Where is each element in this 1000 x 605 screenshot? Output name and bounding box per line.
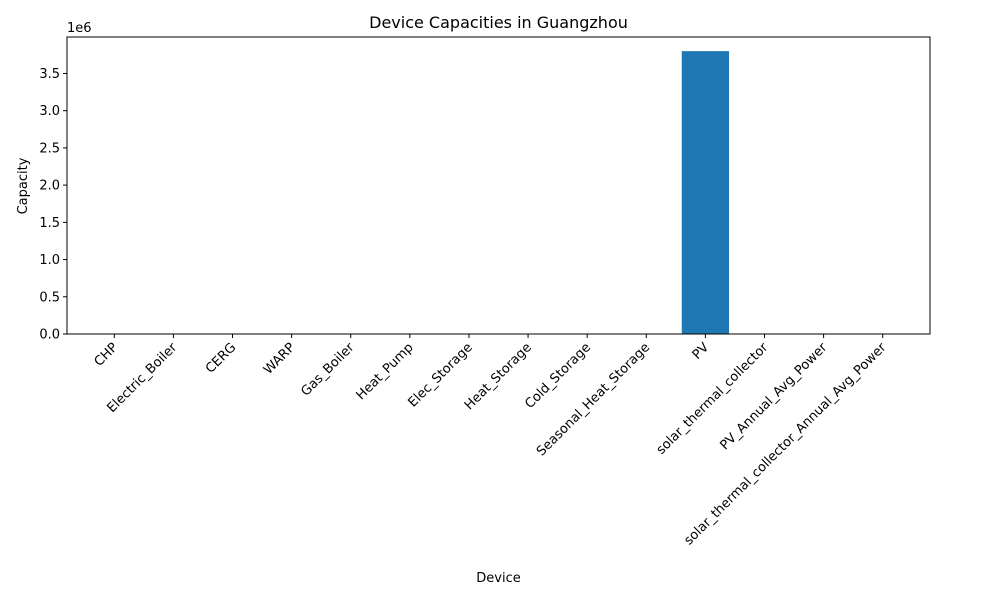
y-tick-label: 2.5 — [39, 141, 60, 156]
y-axis-ticks: 0.0 0.5 1.0 1.5 2.0 2.5 3.0 3.5 — [39, 67, 67, 343]
y-tick-label: 0.5 — [39, 290, 60, 305]
y-tick-label: 2.0 — [39, 179, 60, 194]
y-tick-label: 3.5 — [39, 67, 60, 82]
y-axis-label: Capacity — [16, 157, 31, 214]
bars-group — [681, 51, 730, 335]
y-axis-offset-label: 1e6 — [67, 21, 92, 36]
y-tick-label: 0.0 — [39, 328, 60, 343]
x-axis-label: Device — [476, 571, 520, 586]
y-tick-label: 1.0 — [39, 253, 60, 268]
bar-pv — [681, 51, 730, 335]
chart-title: Device Capacities in Guangzhou — [369, 13, 628, 32]
y-tick-label: 3.0 — [39, 104, 60, 119]
y-tick-label: 1.5 — [39, 216, 60, 231]
plot-frame — [66, 36, 931, 335]
